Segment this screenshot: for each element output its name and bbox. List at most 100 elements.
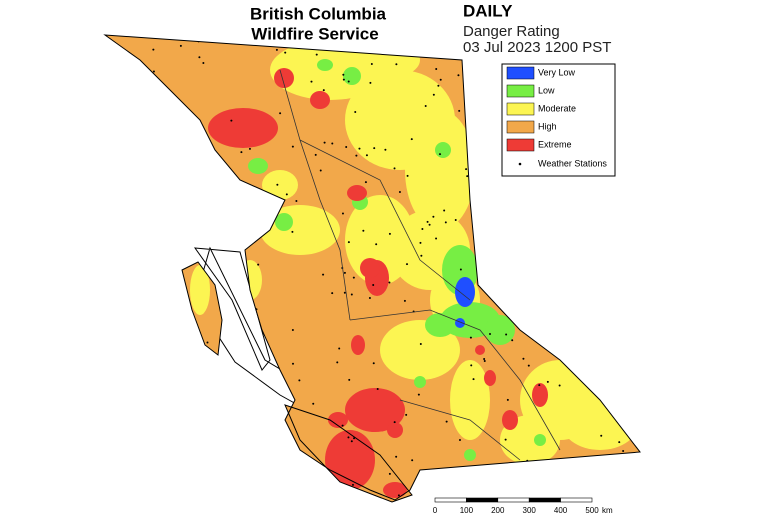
- weather-station: [376, 387, 379, 390]
- weather-station: [534, 228, 537, 231]
- weather-station: [548, 491, 551, 494]
- weather-station: [292, 488, 295, 491]
- weather-station: [336, 361, 339, 364]
- weather-station: [540, 321, 543, 324]
- weather-station: [454, 219, 457, 222]
- weather-station: [368, 296, 371, 299]
- weather-station: [155, 104, 158, 107]
- weather-station: [118, 123, 121, 126]
- danger-zone: [260, 205, 340, 255]
- weather-station: [437, 84, 440, 87]
- danger-zone: [387, 422, 403, 438]
- weather-station: [199, 405, 202, 408]
- weather-station: [284, 51, 287, 54]
- weather-station: [372, 283, 375, 286]
- weather-station: [393, 421, 396, 424]
- weather-station: [372, 362, 375, 365]
- weather-station: [362, 229, 365, 232]
- weather-station: [202, 62, 205, 65]
- weather-station: [116, 151, 119, 154]
- danger-zone: [455, 277, 475, 307]
- weather-station: [248, 147, 251, 150]
- weather-station: [624, 294, 627, 297]
- danger-zone: [248, 158, 268, 174]
- weather-station: [622, 449, 625, 452]
- weather-station: [354, 111, 357, 114]
- scale-label: 200: [491, 506, 505, 515]
- weather-station: [348, 378, 351, 381]
- weather-station: [546, 380, 549, 383]
- weather-station: [438, 153, 441, 156]
- weather-station: [388, 232, 391, 235]
- weather-station: [345, 145, 348, 148]
- weather-station: [504, 438, 507, 441]
- weather-station: [117, 400, 120, 403]
- weather-station: [563, 484, 566, 487]
- danger-zone: [532, 383, 548, 407]
- danger-zone: [328, 412, 348, 428]
- weather-station: [417, 393, 420, 396]
- weather-station: [615, 126, 618, 129]
- danger-zone: [440, 302, 500, 338]
- weather-station: [384, 148, 387, 151]
- weather-station: [424, 104, 427, 107]
- weather-station: [230, 119, 233, 122]
- weather-station: [483, 357, 486, 360]
- weather-station: [274, 414, 277, 417]
- weather-station: [459, 268, 462, 271]
- weather-station: [134, 228, 137, 231]
- weather-station: [488, 333, 491, 336]
- weather-station: [236, 475, 239, 478]
- weather-station: [178, 365, 181, 368]
- weather-station: [612, 39, 615, 42]
- weather-station: [207, 178, 210, 181]
- danger-zone: [425, 313, 455, 337]
- weather-station: [292, 362, 295, 365]
- weather-station: [315, 53, 318, 56]
- legend-swatch: [506, 102, 535, 116]
- danger-zone: [262, 170, 298, 200]
- weather-station: [206, 341, 209, 344]
- weather-station: [466, 175, 469, 178]
- weather-station: [139, 157, 142, 160]
- weather-station: [112, 204, 115, 207]
- weather-station: [445, 420, 448, 423]
- weather-station: [177, 188, 180, 191]
- weather-station: [397, 494, 400, 497]
- weather-station: [421, 227, 424, 230]
- weather-station: [596, 323, 599, 326]
- weather-station: [568, 229, 571, 232]
- title-line: Wildfire Service: [251, 24, 378, 43]
- weather-station: [298, 379, 301, 382]
- weather-station: [322, 273, 325, 276]
- weather-station: [375, 243, 378, 246]
- weather-station: [347, 436, 350, 439]
- weather-station: [606, 485, 609, 488]
- weather-station: [156, 201, 159, 204]
- weather-station: [291, 329, 294, 332]
- weather-station: [113, 386, 116, 389]
- danger-zone: [485, 315, 515, 345]
- weather-station: [493, 186, 496, 189]
- weather-station: [136, 200, 139, 203]
- weather-station: [576, 345, 579, 348]
- weather-station: [511, 339, 514, 342]
- weather-station: [420, 482, 423, 485]
- weather-station: [170, 151, 173, 154]
- weather-station: [274, 463, 277, 466]
- weather-station: [267, 475, 270, 478]
- scale-label: 100: [460, 506, 474, 515]
- weather-station: [342, 73, 345, 76]
- weather-station: [154, 114, 157, 117]
- weather-station: [469, 336, 472, 339]
- danger-zone: [345, 388, 405, 432]
- weather-station: [176, 374, 179, 377]
- danger-zone: [435, 142, 451, 158]
- weather-station: [190, 394, 193, 397]
- weather-station: [405, 413, 408, 416]
- legend-swatch: [506, 120, 535, 134]
- weather-station: [338, 347, 341, 350]
- weather-station: [243, 257, 246, 260]
- legend-label: Moderate: [538, 103, 576, 113]
- weather-station: [250, 478, 253, 481]
